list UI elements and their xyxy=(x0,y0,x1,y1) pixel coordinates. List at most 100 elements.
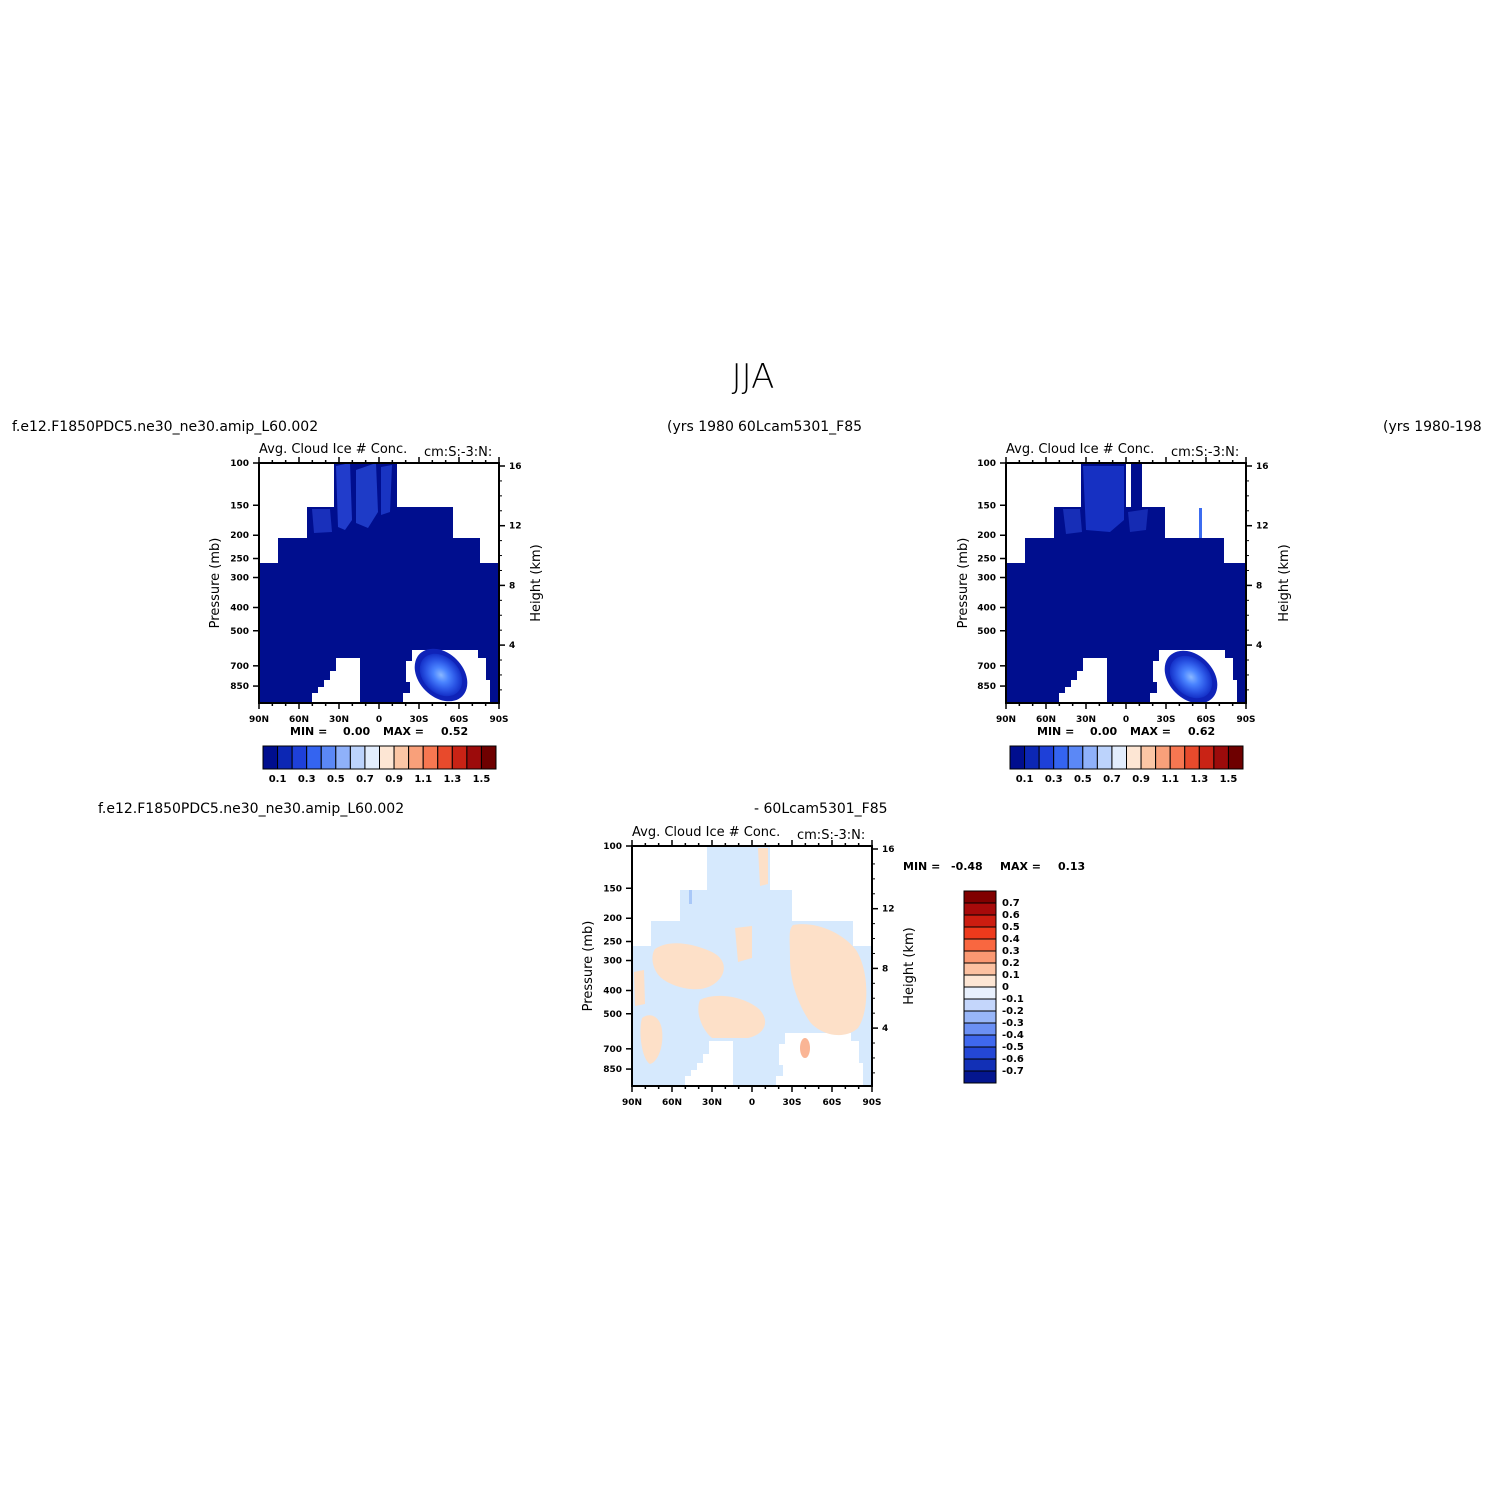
panel-a-y2label: Height (km) xyxy=(529,544,544,621)
panel-b-xtick-label: 60S xyxy=(1196,715,1215,725)
panel-c-colorbar-box xyxy=(963,1070,997,1084)
panel-a-colorbar-label: 0.3 xyxy=(298,774,316,785)
panel-c-ytick-label: 700 xyxy=(603,1045,622,1055)
panel-c-ytick-label: 100 xyxy=(603,842,622,852)
panel-a-colorbar-box xyxy=(277,745,293,770)
panel-b-min-value: 0.00 xyxy=(1090,725,1117,738)
panel-c-colorbar-box xyxy=(963,1022,997,1036)
panel-c-y2label: Height (km) xyxy=(902,927,917,1004)
panel-b-xtick-label: 90N xyxy=(996,715,1016,725)
panel-a-colorbar-box xyxy=(437,745,453,770)
panel-c-colorbar-label: -0.6 xyxy=(1002,1054,1024,1065)
panel-a-colorbar-label: 0.7 xyxy=(356,774,374,785)
panel-c-colorbar-box xyxy=(963,1046,997,1060)
panel-b-colorbar-label: 0.7 xyxy=(1103,774,1121,785)
panel-c-colorbar-box xyxy=(963,890,997,904)
panel-c-colorbar-label: 0.4 xyxy=(1002,934,1020,945)
panel-c-colorbar-box xyxy=(963,914,997,928)
panel-c-colorbar-label: 0.3 xyxy=(1002,946,1020,957)
panel-b-colorbar-box xyxy=(1111,745,1127,770)
season-title: JJA xyxy=(732,357,775,397)
panel-b-ytick-label: 200 xyxy=(977,531,996,541)
panel-c-field xyxy=(632,846,872,1086)
panel-a-colorbar-box xyxy=(379,745,395,770)
panel-a-colorbar-box xyxy=(306,745,322,770)
panel-c-xtick-label: 30S xyxy=(782,1098,801,1108)
panel-c-colorbar-box xyxy=(963,974,997,988)
panel-b-colorbar-label: 0.3 xyxy=(1045,774,1063,785)
panel-b-colorbar-label: 1.5 xyxy=(1220,774,1238,785)
panel-b-colorbar-label: 0.9 xyxy=(1132,774,1150,785)
panel-b-y2label: Height (km) xyxy=(1277,544,1292,621)
panel-b-ytick-label: 700 xyxy=(977,662,996,672)
panel-c-ytick-label: 850 xyxy=(603,1065,622,1075)
panel-b-ytick-label: 400 xyxy=(977,603,996,613)
panel-c-y2tick-label: 16 xyxy=(882,845,895,855)
panel-c-colorbar-box xyxy=(963,998,997,1012)
panel-b-xtick-label: 90S xyxy=(1236,715,1255,725)
panel-a-xtick-label: 30N xyxy=(329,715,349,725)
panel-c-title: Avg. Cloud Ice # Conc. xyxy=(632,825,780,840)
panel-b-colorbar-box xyxy=(1024,745,1040,770)
panel-c-colorbar-box xyxy=(963,986,997,1000)
panel-b-xtick-label: 30S xyxy=(1156,715,1175,725)
panel-a-xtick-label: 60S xyxy=(449,715,468,725)
panel-c-y2tick-label: 12 xyxy=(882,905,895,915)
panel-a-y2tick-label: 4 xyxy=(509,641,515,651)
panel-b-colorbar-box xyxy=(1082,745,1098,770)
panel-a-y2tick-label: 8 xyxy=(509,581,515,591)
panel-c-min-value: -0.48 xyxy=(951,860,983,873)
panel-b-case-left: 60Lcam5301_F85 xyxy=(738,419,862,435)
panel-a-ytick-label: 300 xyxy=(230,574,249,584)
panel-b-colorbar-label: 0.1 xyxy=(1016,774,1034,785)
panel-b-ytick-label: 300 xyxy=(977,574,996,584)
panel-c-y2tick-label: 4 xyxy=(882,1024,888,1034)
panel-a-xtick-label: 90N xyxy=(249,715,269,725)
panel-b-colorbar-box xyxy=(1155,745,1171,770)
panel-a-colorbar-box xyxy=(335,745,351,770)
panel-a-colorbar-box xyxy=(466,745,482,770)
panel-a: Avg. Cloud Ice # Conc. cm:S:-3:N: Pressu… xyxy=(208,442,544,738)
panel-c-y2tick-label: 8 xyxy=(882,964,888,974)
panel-b-colorbar-box xyxy=(1198,745,1215,770)
panel-c-colorbar-label: -0.5 xyxy=(1002,1042,1024,1053)
panel-b-colorbar-box xyxy=(1227,745,1244,770)
panel-b-units: cm:S:-3:N: xyxy=(1171,445,1239,460)
panel-b-min-label: MIN = xyxy=(1037,725,1074,738)
panel-b-max-label: MAX = xyxy=(1130,725,1171,738)
panel-a-colorbar-label: 1.1 xyxy=(414,774,432,785)
panel-c-xtick-label: 60N xyxy=(662,1098,682,1108)
panel-a-colorbar-label: 1.3 xyxy=(443,774,461,785)
panel-a-ytick-label: 400 xyxy=(230,603,249,613)
panel-a-colorbar-box xyxy=(364,745,380,770)
panel-c-colorbar-box xyxy=(963,962,997,976)
axes-and-colorbars: 90N 60N 30N 0 30S 60S 90S100150200250300400500… xyxy=(230,457,1269,1108)
panel-c-max-value: 0.13 xyxy=(1058,860,1085,873)
panel-c-units: cm:S:-3:N: xyxy=(797,828,865,843)
panel-b-max-value: 0.62 xyxy=(1188,725,1215,738)
panel-a-colorbar-box xyxy=(262,745,279,770)
panel-a-colorbar-label: 0.1 xyxy=(269,774,287,785)
panel-c-ylabel: Pressure (mb) xyxy=(581,921,596,1012)
panel-a-colorbar-label: 0.9 xyxy=(385,774,403,785)
panel-c-colorbar-label: -0.4 xyxy=(1002,1030,1024,1041)
panel-a-ytick-label: 100 xyxy=(230,459,249,469)
panel-a-max-label: MAX = xyxy=(383,725,424,738)
panel-a-colorbar-box xyxy=(408,745,424,770)
panel-c-ytick-label: 400 xyxy=(603,986,622,996)
panel-a-y2tick-label: 16 xyxy=(509,462,522,472)
panel-c-case-right: - 60Lcam5301_F85 xyxy=(754,801,888,817)
panel-b-colorbar-box xyxy=(1009,745,1026,770)
panel-a-colorbar-box xyxy=(480,745,497,770)
panel-b-colorbar-box xyxy=(1038,745,1055,770)
panel-a-colorbar-box xyxy=(291,745,308,770)
panel-b-colorbar-box xyxy=(1169,745,1186,770)
panel-b-ytick-label: 500 xyxy=(977,627,996,637)
panel-b-colorbar-label: 1.1 xyxy=(1161,774,1179,785)
panel-a-title: Avg. Cloud Ice # Conc. xyxy=(259,442,407,457)
panel-a-ytick-label: 700 xyxy=(230,662,249,672)
panel-a-colorbar-label: 1.5 xyxy=(473,774,491,785)
panel-a-colorbar-box xyxy=(451,745,468,770)
panel-a-min-value: 0.00 xyxy=(343,725,370,738)
